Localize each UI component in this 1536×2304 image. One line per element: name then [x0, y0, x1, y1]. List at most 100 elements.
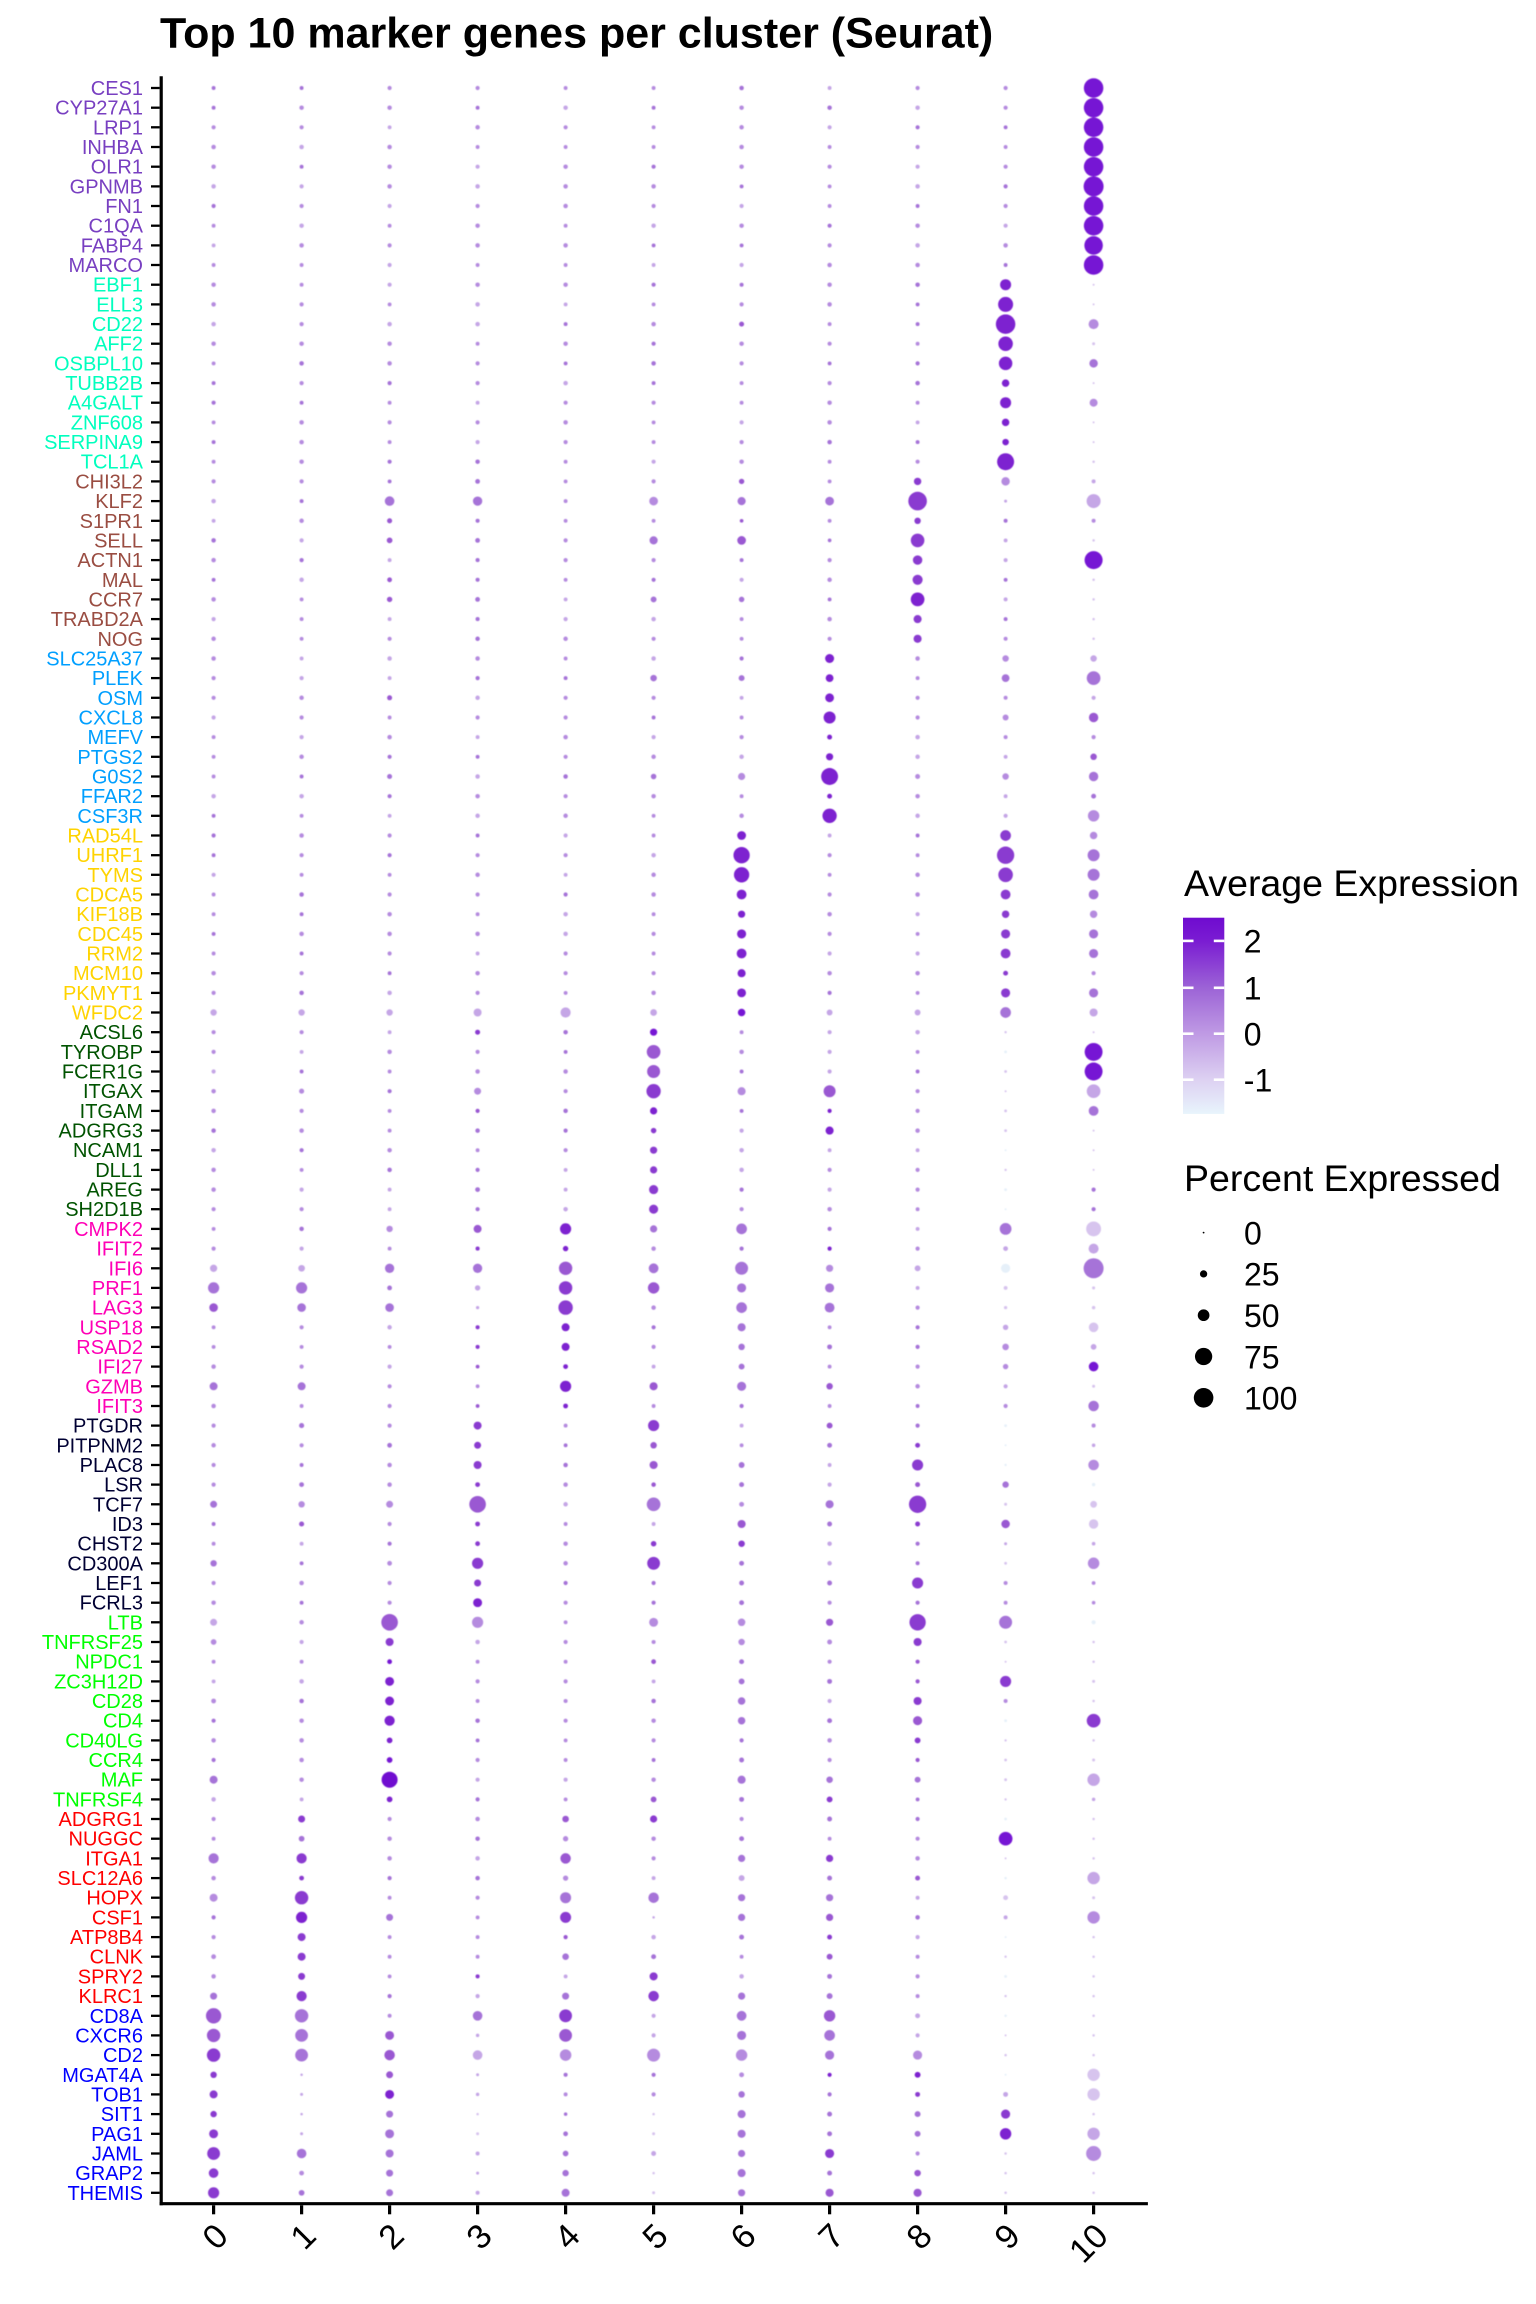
svg-text:-1: -1: [1244, 1063, 1272, 1099]
svg-text:CCR7: CCR7: [89, 589, 143, 611]
svg-text:ITGAX: ITGAX: [83, 1081, 143, 1103]
svg-text:CD8A: CD8A: [90, 2006, 144, 2028]
svg-text:ITGA1: ITGA1: [85, 1848, 143, 1870]
svg-text:1: 1: [1244, 971, 1262, 1007]
svg-text:CSF1: CSF1: [92, 1907, 143, 1929]
svg-text:UHRF1: UHRF1: [76, 845, 143, 867]
svg-text:PLAC8: PLAC8: [80, 1455, 143, 1477]
svg-text:75: 75: [1244, 1339, 1280, 1375]
svg-text:G0S2: G0S2: [92, 767, 143, 789]
svg-text:SIT1: SIT1: [101, 2104, 143, 2126]
svg-text:CCR4: CCR4: [89, 1750, 143, 1772]
svg-text:CSF3R: CSF3R: [77, 806, 143, 828]
svg-text:0: 0: [1244, 1017, 1262, 1053]
svg-text:USP18: USP18: [80, 1317, 143, 1339]
svg-text:ELL3: ELL3: [96, 294, 143, 316]
svg-text:GPNMB: GPNMB: [70, 176, 143, 198]
svg-text:TCL1A: TCL1A: [81, 452, 144, 474]
svg-text:0: 0: [1244, 1215, 1262, 1251]
svg-text:CDCA5: CDCA5: [75, 885, 143, 907]
svg-text:A4GALT: A4GALT: [68, 393, 143, 415]
svg-text:AREG: AREG: [86, 1180, 143, 1202]
svg-text:SERPINA9: SERPINA9: [44, 432, 143, 454]
svg-text:WFDC2: WFDC2: [72, 1003, 143, 1025]
svg-text:CYP27A1: CYP27A1: [55, 98, 143, 120]
svg-text:FCER1G: FCER1G: [62, 1062, 143, 1084]
svg-text:ACSL6: ACSL6: [80, 1022, 143, 1044]
svg-text:ADGRG3: ADGRG3: [59, 1121, 143, 1143]
svg-text:DLL1: DLL1: [95, 1160, 143, 1182]
svg-text:LTB: LTB: [108, 1612, 143, 1634]
svg-text:CHI3L2: CHI3L2: [75, 471, 143, 493]
svg-text:NUGGC: NUGGC: [69, 1829, 143, 1851]
svg-text:TUBB2B: TUBB2B: [65, 373, 143, 395]
svg-text:IFIT2: IFIT2: [96, 1239, 143, 1261]
svg-text:ZC3H12D: ZC3H12D: [54, 1671, 143, 1693]
svg-text:RRM2: RRM2: [86, 944, 143, 966]
svg-text:SLC12A6: SLC12A6: [57, 1868, 143, 1890]
svg-text:FN1: FN1: [105, 196, 143, 218]
svg-text:FABP4: FABP4: [81, 235, 143, 257]
svg-text:JAML: JAML: [92, 2144, 143, 2166]
svg-text:ZNF608: ZNF608: [71, 412, 143, 434]
svg-text:IFI27: IFI27: [97, 1357, 143, 1379]
svg-text:CES1: CES1: [91, 78, 143, 100]
svg-text:FCRL3: FCRL3: [80, 1593, 143, 1615]
svg-text:NPDC1: NPDC1: [75, 1652, 143, 1674]
svg-text:SLC25A37: SLC25A37: [46, 649, 143, 671]
svg-text:NCAM1: NCAM1: [73, 1140, 143, 1162]
svg-text:NOG: NOG: [97, 629, 143, 651]
svg-text:CHST2: CHST2: [77, 1534, 143, 1556]
svg-text:TCF7: TCF7: [93, 1494, 143, 1516]
svg-text:TRABD2A: TRABD2A: [51, 609, 144, 631]
svg-text:IFI6: IFI6: [109, 1258, 143, 1280]
svg-text:EBF1: EBF1: [93, 275, 143, 297]
svg-text:MAL: MAL: [102, 570, 143, 592]
svg-text:PLEK: PLEK: [92, 668, 144, 690]
svg-text:TNFRSF4: TNFRSF4: [53, 1789, 143, 1811]
svg-text:CD2: CD2: [103, 2045, 143, 2067]
svg-text:CDC45: CDC45: [77, 924, 143, 946]
svg-text:S1PR1: S1PR1: [80, 511, 143, 533]
svg-text:PTGS2: PTGS2: [77, 747, 143, 769]
svg-text:OSM: OSM: [97, 688, 143, 710]
svg-text:50: 50: [1244, 1298, 1280, 1334]
svg-text:CD22: CD22: [92, 314, 143, 336]
svg-text:OLR1: OLR1: [91, 157, 143, 179]
svg-text:ATP8B4: ATP8B4: [70, 1927, 143, 1949]
svg-text:CMPK2: CMPK2: [74, 1219, 143, 1241]
svg-text:OSBPL10: OSBPL10: [54, 353, 143, 375]
svg-text:LRP1: LRP1: [93, 117, 143, 139]
svg-text:SH2D1B: SH2D1B: [65, 1199, 143, 1221]
svg-text:IFIT3: IFIT3: [96, 1396, 143, 1418]
svg-text:GZMB: GZMB: [85, 1376, 143, 1398]
svg-text:MGAT4A: MGAT4A: [62, 2065, 143, 2087]
svg-text:CD40LG: CD40LG: [65, 1730, 143, 1752]
svg-text:SPRY2: SPRY2: [78, 1966, 143, 1988]
svg-text:ADGRG1: ADGRG1: [59, 1809, 143, 1831]
svg-text:ACTN1: ACTN1: [77, 550, 143, 572]
svg-text:HOPX: HOPX: [86, 1888, 143, 1910]
svg-text:RSAD2: RSAD2: [76, 1337, 143, 1359]
svg-text:TYROBP: TYROBP: [61, 1042, 143, 1064]
svg-text:AFF2: AFF2: [94, 334, 143, 356]
svg-text:ID3: ID3: [112, 1514, 143, 1536]
svg-text:KLF2: KLF2: [95, 491, 143, 513]
svg-text:MAF: MAF: [101, 1770, 143, 1792]
svg-text:LEF1: LEF1: [95, 1573, 143, 1595]
svg-text:GRAP2: GRAP2: [75, 2163, 143, 2185]
svg-text:Average Expression: Average Expression: [1184, 862, 1519, 904]
svg-text:ITGAM: ITGAM: [80, 1101, 143, 1123]
svg-text:PTGDR: PTGDR: [73, 1416, 143, 1438]
svg-text:CD4: CD4: [103, 1711, 143, 1733]
svg-text:PRF1: PRF1: [92, 1278, 143, 1300]
svg-text:RAD54L: RAD54L: [67, 826, 143, 848]
svg-text:2: 2: [1244, 924, 1262, 960]
svg-text:LAG3: LAG3: [92, 1298, 143, 1320]
svg-text:TNFRSF25: TNFRSF25: [42, 1632, 143, 1654]
svg-text:FFAR2: FFAR2: [81, 786, 143, 808]
svg-text:MCM10: MCM10: [73, 963, 143, 985]
svg-text:PKMYT1: PKMYT1: [63, 983, 143, 1005]
svg-text:INHBA: INHBA: [82, 137, 144, 159]
svg-text:PITPNM2: PITPNM2: [56, 1435, 143, 1457]
